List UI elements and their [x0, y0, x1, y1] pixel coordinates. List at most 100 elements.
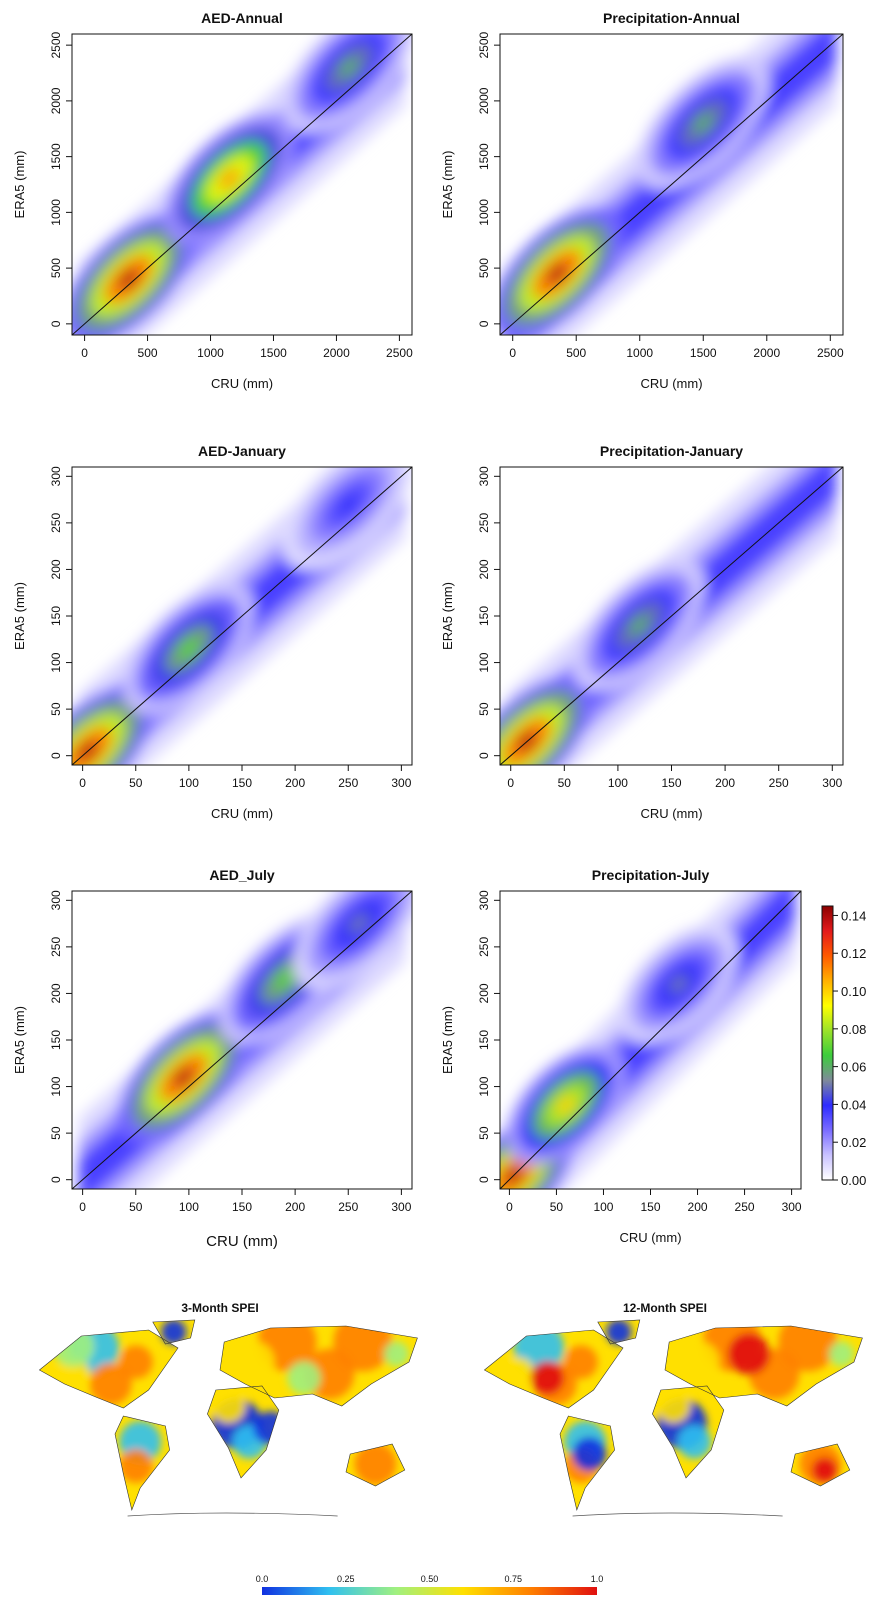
x-tick-label: 250	[338, 1200, 358, 1214]
x-tick-label: 0	[79, 1200, 86, 1214]
colorbar-tick-label: 0.04	[841, 1097, 866, 1112]
map-patch	[530, 1361, 565, 1395]
y-axis-label: ERA5 (mm)	[440, 151, 455, 219]
coastline	[207, 1385, 280, 1479]
x-tick-label: 200	[715, 776, 735, 790]
x-tick-label: 0	[506, 1200, 513, 1214]
y-axis-label: ERA5 (mm)	[12, 151, 27, 219]
y-tick-label: 500	[49, 258, 63, 278]
y-tick-label: 50	[49, 1126, 63, 1140]
colorbar-tick-label: 0.08	[841, 1022, 866, 1037]
reference-line-1to1	[72, 891, 412, 1189]
y-tick-label: 50	[49, 702, 63, 716]
map-patch	[89, 1363, 132, 1405]
x-tick-label: 300	[822, 776, 842, 790]
coastline	[597, 1319, 641, 1345]
y-tick-label: 100	[49, 652, 63, 672]
x-tick-label: 100	[593, 1200, 613, 1214]
y-tick-label: 300	[49, 466, 63, 486]
y-tick-label: 250	[477, 937, 491, 957]
x-tick-label: 2500	[817, 346, 844, 360]
map-patch	[677, 1425, 712, 1459]
x-tick-label: 150	[640, 1200, 660, 1214]
x-axis-label: CRU (mm)	[619, 1230, 681, 1245]
map-patch	[564, 1345, 598, 1379]
coastline	[345, 1443, 406, 1487]
coastline	[114, 1415, 170, 1512]
map-patch	[119, 1449, 153, 1483]
x-tick-label: 1000	[197, 346, 224, 360]
y-axis-label: ERA5 (mm)	[440, 1006, 455, 1074]
colorbar-gradient	[821, 905, 834, 1181]
density-hotspot-2	[218, 168, 240, 190]
colorbar-tick-label: 0.10	[841, 984, 866, 999]
y-tick-label: 1000	[477, 199, 491, 226]
density-hotspot-3	[337, 493, 359, 515]
y-tick-label: 250	[477, 513, 491, 533]
density-hotspot-3	[348, 913, 370, 934]
map-patch	[253, 1411, 288, 1445]
x-tick-label: 300	[391, 1200, 411, 1214]
spei-colorbar: 0.0 0.25 0.50 0.75 1.0	[256, 1574, 603, 1595]
map-title: 12-Month SPEI	[623, 1301, 707, 1315]
y-tick-label: 1500	[49, 143, 63, 170]
x-tick-label: 200	[688, 1200, 708, 1214]
panel-title: AED-Annual	[201, 10, 283, 26]
y-axis-label: ERA5 (mm)	[12, 582, 27, 650]
coastline	[152, 1319, 196, 1345]
y-tick-label: 0	[49, 320, 63, 327]
spei-colorbar-tick-label: 0.50	[421, 1574, 439, 1584]
map-patch	[572, 1437, 607, 1471]
x-tick-label: 150	[661, 776, 681, 790]
reference-line-1to1	[72, 34, 412, 335]
y-tick-label: 200	[477, 983, 491, 1003]
x-tick-label: 50	[558, 776, 572, 790]
x-tick-label: 250	[769, 776, 789, 790]
y-tick-label: 0	[49, 1176, 63, 1183]
y-tick-label: 200	[477, 559, 491, 579]
y-tick-label: 300	[477, 890, 491, 910]
x-tick-label: 0	[79, 776, 86, 790]
colorbar-tick-label: 0.00	[841, 1173, 866, 1188]
density-hotspot-1	[118, 268, 140, 290]
y-tick-label: 100	[477, 652, 491, 672]
x-tick-label: 50	[129, 1200, 143, 1214]
density-hotspot-2	[274, 969, 295, 990]
map-patch	[232, 1341, 275, 1383]
x-tick-label: 300	[391, 776, 411, 790]
colorbar-tick-label: 0.06	[841, 1060, 866, 1075]
y-tick-label: 2000	[49, 87, 63, 114]
panel-title: Precipitation-July	[592, 867, 710, 883]
x-tick-label: 150	[232, 1200, 252, 1214]
density-panel-6: 0 50 100 150 200 250 300 0 50 100 150 200 250 300 Prec…	[440, 867, 802, 1245]
x-tick-label: 150	[232, 776, 252, 790]
x-tick-label: 500	[138, 346, 158, 360]
y-tick-label: 2500	[49, 31, 63, 58]
spei-map-1: 3-Month SPEI	[38, 1301, 418, 1517]
reference-line-1to1	[500, 467, 843, 765]
map-patch	[383, 1341, 409, 1367]
density-hotspot-1	[173, 1066, 194, 1088]
density-panel-4: 0 50 100 150 200 250 300 0 50 100 150 200 250 300 Prec…	[440, 443, 844, 821]
density-hotspot-2	[178, 638, 200, 659]
y-axis-label: ERA5 (mm)	[12, 1006, 27, 1074]
y-tick-label: 250	[49, 513, 63, 533]
map-patch	[501, 1357, 535, 1391]
map-patch	[728, 1333, 770, 1375]
colorbar-tick-label: 0.02	[841, 1135, 866, 1150]
density-colorbar: 0.00 0.02 0.04 0.06 0.08 0.10 0.12 0.14	[821, 905, 866, 1188]
y-tick-label: 100	[477, 1076, 491, 1096]
spei-map-2: 12-Month SPEI	[483, 1301, 863, 1517]
y-tick-label: 1500	[477, 143, 491, 170]
y-tick-label: 200	[49, 559, 63, 579]
density-panel-5: 0 50 100 150 200 250 300 0 50 100 150 200 250 300 AED_…	[12, 867, 413, 1250]
x-tick-label: 250	[338, 776, 358, 790]
map-patch	[354, 1443, 397, 1485]
y-tick-label: 250	[49, 937, 63, 957]
y-tick-label: 200	[49, 983, 63, 1003]
map-patch	[677, 1341, 720, 1383]
spei-colorbar-gradient	[262, 1587, 597, 1595]
x-tick-label: 300	[782, 1200, 802, 1214]
